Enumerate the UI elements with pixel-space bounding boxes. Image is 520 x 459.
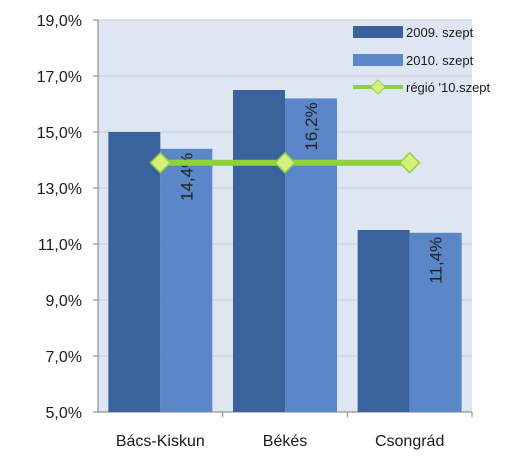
y-tick-label: 17,0% [37,69,82,86]
line-series [149,151,421,174]
category-label: Békés [263,433,307,450]
legend-swatch-2009 [353,26,403,38]
bar [108,132,161,412]
category-label: Csongrád [375,433,444,450]
line-point [149,151,172,174]
bar [357,230,410,412]
legend-label-regio: régió '10.szept [406,80,491,95]
bar [285,98,337,413]
bar-data-label: 16,2% [302,102,321,150]
line-point [398,151,421,174]
y-tick-label: 5,0% [46,405,82,422]
y-tick-label: 19,0% [37,13,82,30]
y-tick-label: 9,0% [46,293,82,310]
bar [160,148,213,413]
bar-data-label: 11,4% [427,237,446,284]
y-tick-label: 13,0% [37,181,82,198]
category-labels: Bács-Kiskun Békés Csongrád [116,412,473,450]
y-axis-ticks: 5,0% 7,0% 9,0% 11,0% 13,0% 15,0% 17,0% 19,0% [37,13,98,422]
bar [233,90,285,412]
legend-marker-regio [370,79,386,95]
legend: 2009. szept 2010. szept régió '10.szept [353,25,491,95]
category-label: Bács-Kiskun [116,433,205,450]
legend-label-2010: 2010. szept [406,53,474,68]
line-point [274,151,296,174]
bar-series [108,90,462,413]
y-tick-label: 11,0% [38,237,82,254]
y-tick-label: 7,0% [46,349,82,366]
bar [409,232,462,412]
legend-label-2009: 2009. szept [406,25,474,40]
legend-swatch-2010 [353,54,403,66]
y-tick-label: 15,0% [37,125,82,142]
